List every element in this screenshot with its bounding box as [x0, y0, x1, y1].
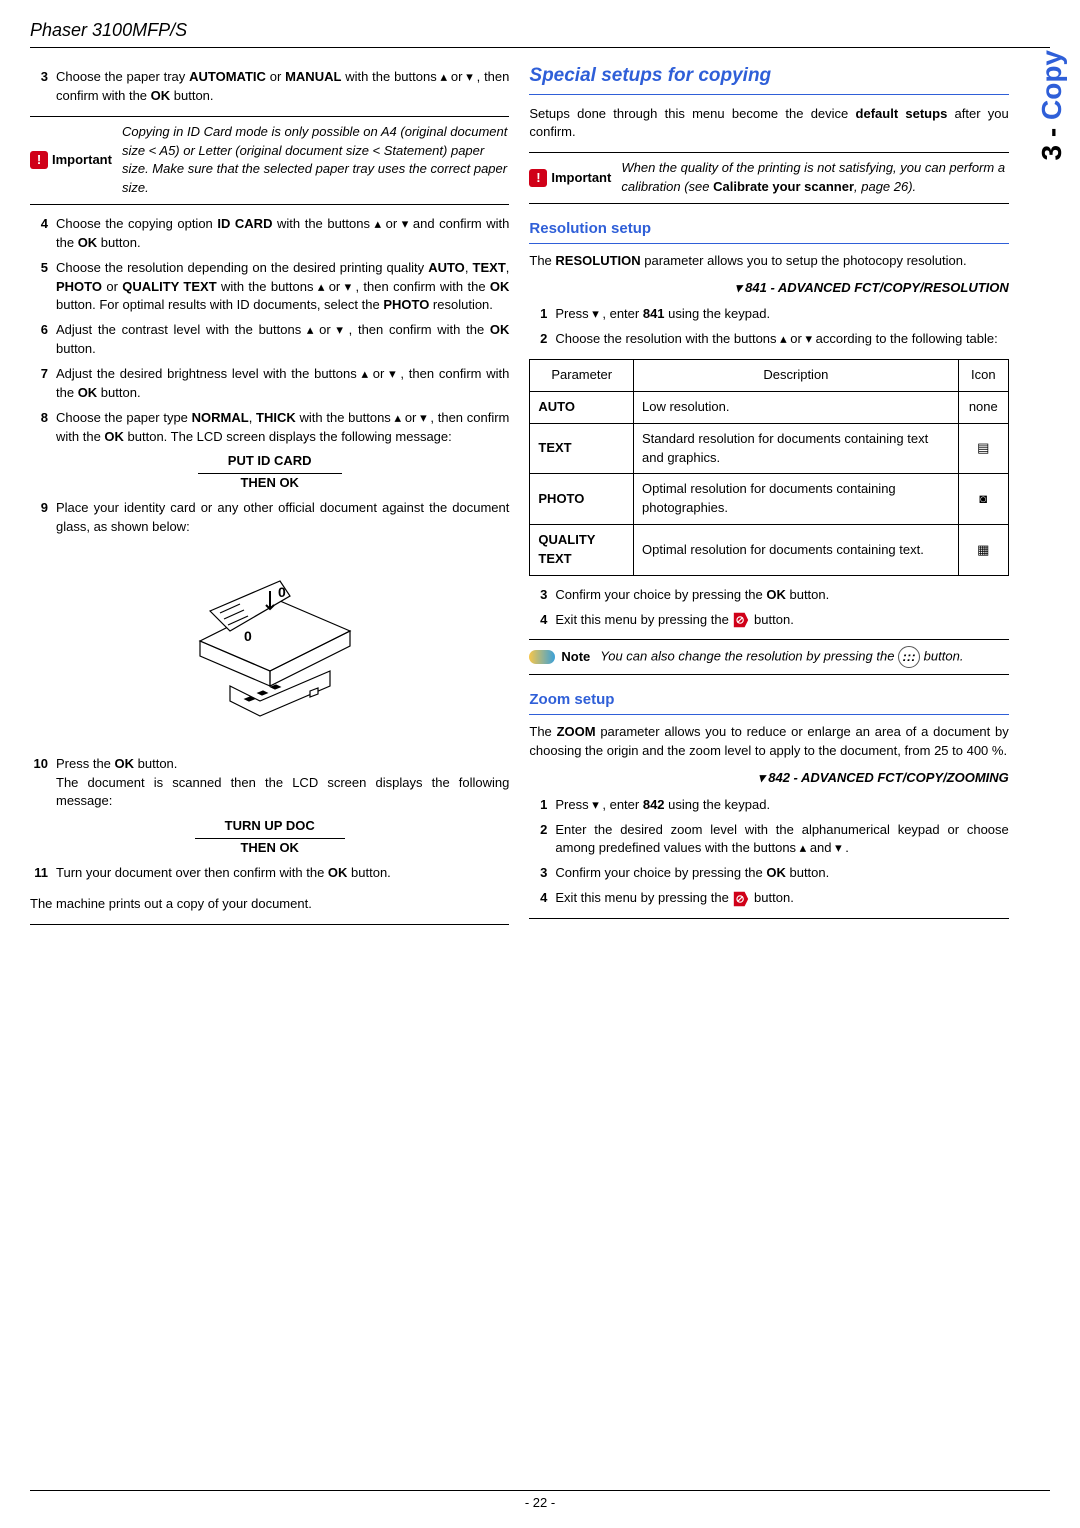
resolution-table: Parameter Description Icon AUTO Low reso…: [529, 359, 1008, 576]
right-column: Special setups for copying Setups done t…: [529, 62, 1008, 925]
important-box-1: ! Important Copying in ID Card mode is o…: [30, 116, 509, 205]
product-name: Phaser 3100MFP/S: [30, 20, 187, 40]
page-footer: - 22 -: [30, 1490, 1050, 1510]
res-step-4: 4 Exit this menu by pressing the button.: [529, 611, 1008, 630]
zoom-step-2: 2 Enter the desired zoom level with the …: [529, 821, 1008, 859]
scanner-figure: 0 0: [30, 551, 509, 741]
zoom-step-4: 4 Exit this menu by pressing the button.: [529, 889, 1008, 919]
section-special-setups: Special setups for copying: [529, 62, 1008, 95]
stop-button-icon: [732, 890, 750, 908]
menu-path-zoom: ▾ 842 - ADVANCED FCT/COPY/ZOOMING: [529, 769, 1008, 788]
step-10: 10 Press the OK button. The document is …: [30, 755, 509, 812]
important-icon: !: [529, 169, 547, 187]
intro-text: Setups done through this menu become the…: [529, 105, 1008, 143]
resolution-setup-heading: Resolution setup: [529, 218, 1008, 244]
lcd-message-2: TURN UP DOC THEN OK: [30, 817, 509, 858]
step-4: 4 Choose the copying option ID CARD with…: [30, 215, 509, 253]
svg-text:0: 0: [278, 584, 286, 600]
note-icon: [529, 650, 555, 664]
menu-path-resolution: ▾ 841 - ADVANCED FCT/COPY/RESOLUTION: [529, 279, 1008, 298]
step-5: 5 Choose the resolution depending on the…: [30, 259, 509, 316]
zoom-step-1: 1 Press ▾ , enter 842 using the keypad.: [529, 796, 1008, 815]
chapter-number: 3: [1036, 145, 1067, 161]
page-number: - 22 -: [525, 1495, 555, 1510]
icon-none: none: [958, 391, 1008, 423]
table-row: AUTO Low resolution. none: [530, 391, 1008, 423]
res-step-3: 3 Confirm your choice by pressing the OK…: [529, 586, 1008, 605]
step-11: 11 Turn your document over then confirm …: [30, 864, 509, 883]
step-7: 7 Adjust the desired brightness level wi…: [30, 365, 509, 403]
step-9: 9 Place your identity card or any other …: [30, 499, 509, 537]
table-row: QUALITY TEXT Optimal resolution for docu…: [530, 525, 1008, 576]
svg-text:0: 0: [244, 628, 252, 644]
icon-photo: ◙: [958, 474, 1008, 525]
table-header-parameter: Parameter: [530, 360, 634, 392]
final-text: The machine prints out a copy of your do…: [30, 895, 509, 925]
important-icon: !: [30, 151, 48, 169]
table-header-icon: Icon: [958, 360, 1008, 392]
note-box: Note You can also change the resolution …: [529, 639, 1008, 675]
resolution-intro: The RESOLUTION parameter allows you to s…: [529, 252, 1008, 271]
res-step-2: 2 Choose the resolution with the buttons…: [529, 330, 1008, 349]
zoom-setup-heading: Zoom setup: [529, 689, 1008, 715]
chapter-title: Copy: [1036, 50, 1067, 120]
zoom-intro: The ZOOM parameter allows you to reduce …: [529, 723, 1008, 761]
step-6: 6 Adjust the contrast level with the but…: [30, 321, 509, 359]
table-row: TEXT Standard resolution for documents c…: [530, 423, 1008, 474]
table-header-description: Description: [634, 360, 959, 392]
icon-quality-text: ▦: [958, 525, 1008, 576]
zoom-step-3: 3 Confirm your choice by pressing the OK…: [529, 864, 1008, 883]
res-step-1: 1 Press ▾ , enter 841 using the keypad.: [529, 305, 1008, 324]
icon-text: ▤: [958, 423, 1008, 474]
resolution-button-icon: :::: [898, 646, 920, 668]
page-header: Phaser 3100MFP/S: [30, 20, 1050, 48]
step-3: 3 Choose the paper tray AUTOMATIC or MAN…: [30, 68, 509, 106]
lcd-message-1: PUT ID CARD THEN OK: [30, 452, 509, 493]
important-box-2: ! Important When the quality of the prin…: [529, 152, 1008, 204]
step-8: 8 Choose the paper type NORMAL, THICK wi…: [30, 409, 509, 447]
stop-button-icon: [732, 611, 750, 629]
left-column: 3 Choose the paper tray AUTOMATIC or MAN…: [30, 62, 509, 925]
table-row: PHOTO Optimal resolution for documents c…: [530, 474, 1008, 525]
chapter-tab: 3 - Copy: [1036, 50, 1068, 160]
